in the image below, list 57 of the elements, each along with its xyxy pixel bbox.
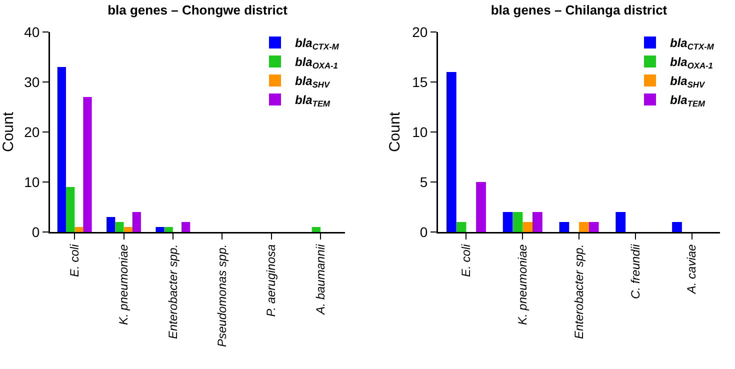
bar — [522, 222, 532, 232]
x-tick-label: A. baumannii — [313, 244, 328, 316]
y-tick-label: 5 — [420, 174, 428, 190]
y-axis-title: Count — [0, 111, 17, 152]
y-tick-label: 15 — [412, 74, 428, 90]
x-tick-label: C. freundii — [628, 244, 642, 300]
bar — [446, 72, 456, 232]
bar — [115, 222, 124, 232]
bar — [512, 212, 523, 232]
legend-label: bla$_{SHV}$ — [295, 74, 331, 90]
bar — [106, 217, 116, 232]
chart-title: bla genes – Chilanga district — [490, 2, 668, 18]
x-tick-label: E. coli — [67, 244, 82, 277]
y-tick-label: 10 — [412, 124, 428, 140]
bar — [532, 212, 542, 232]
y-tick-label: 0 — [32, 224, 40, 240]
legend-label: bla$_{TEM}$ — [670, 93, 706, 109]
bar — [156, 227, 164, 232]
bar — [132, 212, 141, 232]
bar — [559, 222, 570, 232]
bar — [616, 212, 626, 232]
bar — [502, 212, 513, 232]
y-axis-title: Count — [386, 111, 404, 152]
x-tick-label: Enterobacter spp. — [572, 244, 586, 340]
bar — [312, 227, 320, 232]
bar — [74, 227, 84, 232]
legend-label: bla$_{CTX-M}$ — [295, 36, 340, 52]
bar — [164, 227, 173, 232]
chart-title: bla genes – Chongwe district — [108, 2, 288, 18]
y-tick-label: 0 — [420, 224, 428, 240]
x-tick-label: P. aeruginosa — [264, 244, 278, 317]
bar — [66, 187, 75, 232]
bar — [83, 97, 92, 232]
legend-label: bla$_{TEM}$ — [295, 93, 332, 109]
bar — [182, 222, 190, 232]
bar — [124, 227, 132, 232]
legend-label: bla$_{CTX-M}$ — [670, 36, 715, 52]
y-tick-label: 20 — [24, 124, 40, 140]
bar — [672, 222, 682, 232]
bar — [456, 222, 466, 232]
y-tick-label: 20 — [412, 24, 428, 40]
x-tick-label: K. pneumoniae — [116, 244, 131, 326]
legend-label: bla$_{OXA-1}$ — [670, 55, 714, 71]
x-tick-label: E. coli — [459, 244, 474, 277]
x-tick-label: A. caviae — [684, 244, 699, 295]
legend-label: bla$_{SHV}$ — [670, 74, 706, 90]
x-tick-label: K. pneumoniae — [516, 244, 530, 326]
bar — [476, 182, 486, 232]
y-tick-label: 30 — [24, 74, 40, 90]
x-tick-label: Enterobacter spp. — [166, 244, 180, 340]
y-tick-label: 10 — [24, 174, 40, 190]
bar — [579, 222, 589, 232]
y-tick-label: 40 — [24, 24, 40, 40]
legend-label: bla$_{OXA-1}$ — [295, 55, 338, 71]
bar — [588, 222, 599, 232]
bar — [57, 67, 66, 232]
x-tick-label: Pseudomonas spp. — [214, 244, 229, 348]
